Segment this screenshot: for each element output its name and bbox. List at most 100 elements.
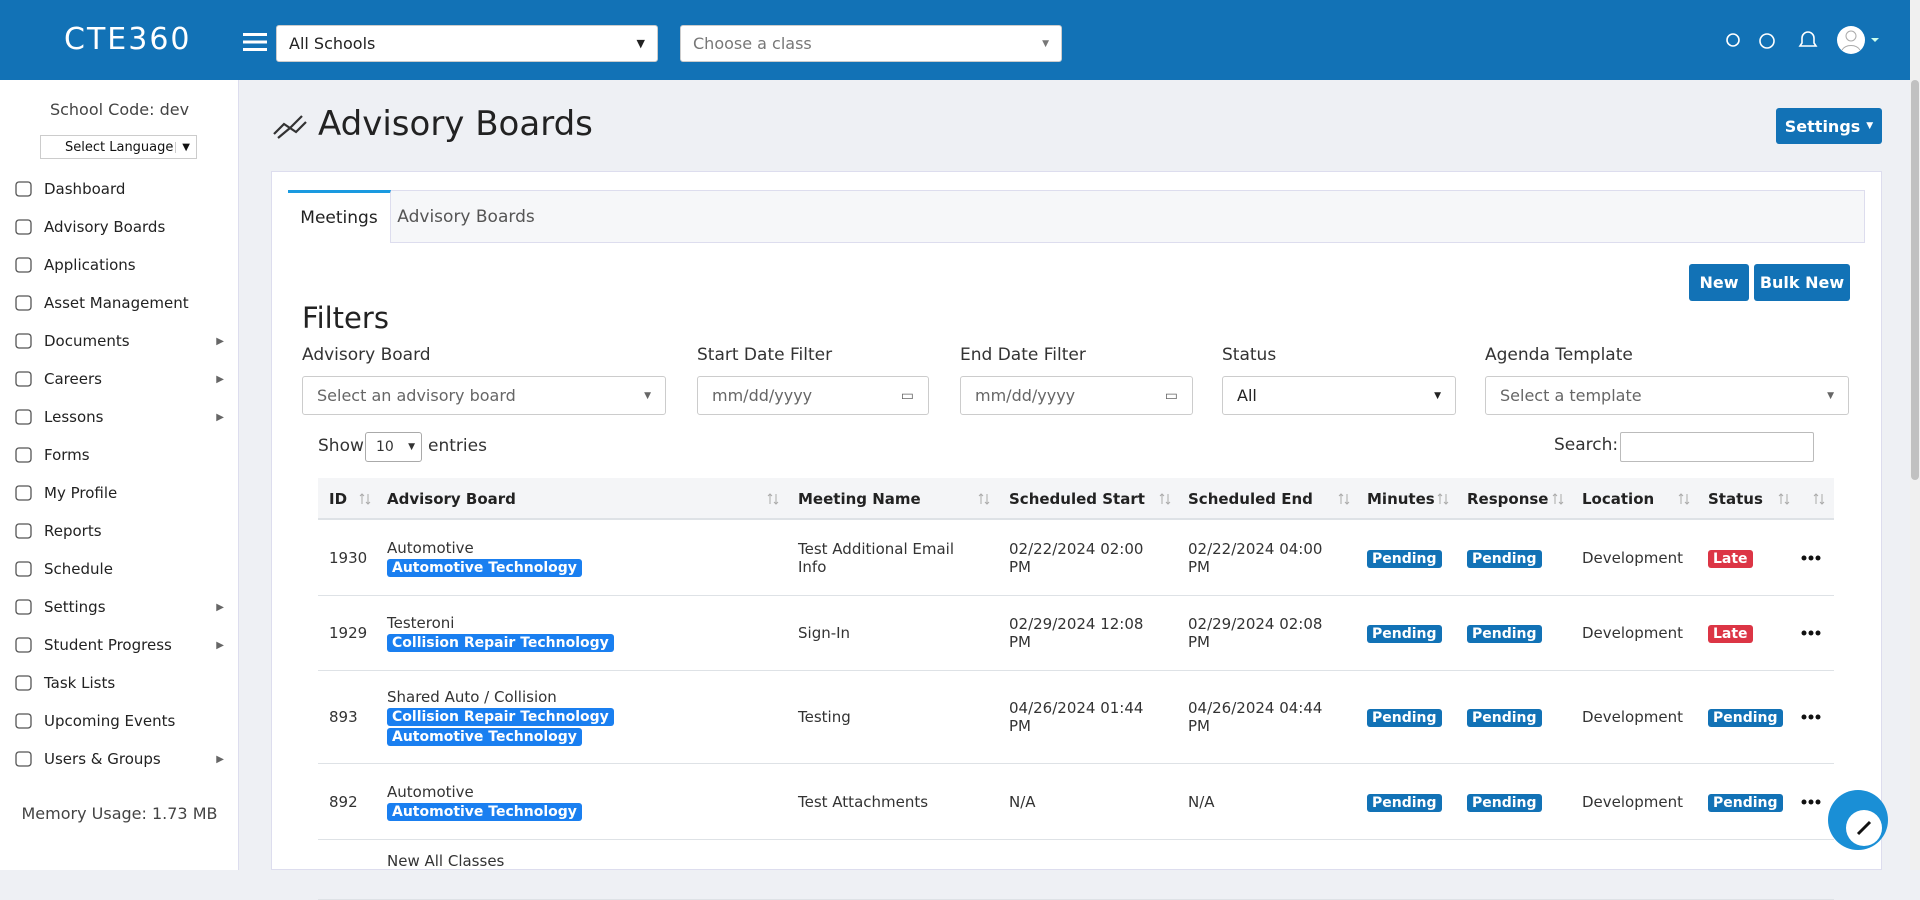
sort-icon [1338,493,1350,505]
nav-item[interactable]: Lessons ▶ [14,402,224,432]
dropdown-indicator: ▼ [1827,390,1834,401]
class-select[interactable]: Choose a class ▼ [680,25,1062,62]
table-cell: Pending [1367,520,1445,595]
nav-item[interactable]: Settings ▶ [14,592,224,622]
action-button[interactable]: New [1689,264,1749,301]
nav-item[interactable]: Advisory Boards [14,212,224,242]
search-input[interactable] [1620,432,1814,462]
tab[interactable]: Meetings [288,190,391,243]
nav-icon [15,599,32,615]
filter-label: End Date Filter [960,345,1086,365]
nav-item[interactable]: Schedule [14,554,224,584]
menu-toggle[interactable] [243,32,267,52]
column-header[interactable]: Meeting Name [798,478,998,520]
filter-input[interactable]: mm/dd/yyyy ▭ [697,376,929,415]
filter-label: Agenda Template [1485,345,1633,365]
nav-item[interactable]: Careers ▶ [14,364,224,394]
nav-item[interactable]: Student Progress ▶ [14,630,224,660]
table-cell: 1929 [329,596,367,670]
filter-placeholder: All [1237,386,1257,405]
nav-item[interactable]: Forms [14,440,224,470]
nav-item[interactable]: Reports [14,516,224,546]
action-button[interactable]: Bulk New [1754,264,1850,301]
scheduled-start: 02/22/2024 02:00 PM [1009,539,1144,576]
table-cell: Pending [1467,764,1560,839]
column-title: Scheduled End [1188,490,1313,508]
dropdown-indicator: ▭ [1164,387,1178,404]
submenu-arrow: ▶ [216,753,224,765]
table-cell: Pending [1708,764,1786,839]
column-header[interactable]: Minutes [1367,478,1457,520]
column-header[interactable]: ID [329,478,379,520]
language-select[interactable]: Select Language ▼ [40,135,197,159]
class-badge: Collision Repair Technology [387,708,614,726]
table-cell: Pending [1467,596,1560,670]
table-cell: Sign-In [798,596,958,670]
scheduled-start: N/A [1009,792,1036,811]
sort-icon [1813,493,1825,505]
settings-button[interactable]: Settings ▼ [1776,108,1882,144]
table-row: 892 Automotive Automotive Technology Test A… [318,764,1834,840]
column-title: Status [1708,490,1763,508]
column-header[interactable]: Location [1582,478,1698,520]
nav-item[interactable]: Users & Groups ▶ [14,744,224,774]
column-title: Meeting Name [798,490,921,508]
filter-placeholder: Select an advisory board [317,386,516,405]
table-cell: Development [1582,671,1686,763]
table-cell: N/A [1009,764,1159,839]
header-icons[interactable] [1722,30,1832,52]
status-badge: Pending [1708,709,1783,727]
class-select-placeholder: Choose a class [693,34,812,53]
nav-label: Users & Groups [44,750,161,768]
board-name: New All Classes [387,852,505,870]
table-row: 1930 Automotive Automotive Technology Test … [318,520,1834,596]
row-actions[interactable] [1801,764,1831,839]
nav-item[interactable]: Dashboard [14,174,224,204]
nav-item[interactable]: Asset Management [14,288,224,318]
school-select[interactable]: All Schools ▼ [276,25,658,62]
table-cell: Development [1582,764,1686,839]
column-header[interactable]: Scheduled Start [1009,478,1179,520]
chat-button[interactable] [1826,788,1890,852]
nav-item[interactable]: Task Lists [14,668,224,698]
table-cell: 892 [329,764,367,839]
filter-input[interactable]: All ▼ [1222,376,1456,415]
nav-icon [15,181,32,197]
column-title: Scheduled Start [1009,490,1145,508]
filter-label: Advisory Board [302,345,431,365]
logo[interactable]: CTE360 [64,22,192,57]
entries-label: entries [428,436,487,456]
scheduled-end: 02/22/2024 04:00 PM [1188,539,1323,576]
table-cell: New All Classes [387,840,775,899]
tab[interactable]: Advisory Boards [397,206,535,227]
column-header[interactable]: Response [1467,478,1572,520]
column-header[interactable]: Advisory Board [387,478,787,520]
table-cell: 02/29/2024 12:08 PM [1009,596,1159,670]
filter-input[interactable]: Select an advisory board ▼ [302,376,666,415]
filter-input[interactable]: Select a template ▼ [1485,376,1849,415]
table-cell: Shared Auto / Collision Collision Repair … [387,671,775,763]
response-badge: Pending [1467,625,1542,643]
scrollbar[interactable] [1910,0,1920,870]
meeting-name: Test Attachments [798,792,929,811]
nav-item[interactable]: Applications [14,250,224,280]
filter-label: Status [1222,345,1277,365]
scheduled-start: 04/26/2024 01:44 PM [1009,699,1144,735]
row-actions[interactable] [1801,596,1831,670]
table-cell: Late [1708,520,1786,595]
nav-item[interactable]: Upcoming Events [14,706,224,736]
meeting-id: 1929 [329,624,368,642]
nav-icon [15,333,32,349]
column-header[interactable]: Status [1708,478,1798,520]
row-actions[interactable] [1801,671,1831,763]
filter-input[interactable]: mm/dd/yyyy ▭ [960,376,1193,415]
nav-item[interactable]: Documents ▶ [14,326,224,356]
table-cell: Testeroni Collision Repair Technology [387,596,775,670]
user-avatar[interactable] [1836,25,1880,55]
meeting-name: Testing [798,708,851,726]
entries-select[interactable]: 10 ▼ [365,432,422,462]
row-actions[interactable] [1801,520,1831,595]
column-header[interactable]: Scheduled End [1188,478,1358,520]
nav-item[interactable]: My Profile [14,478,224,508]
table-row: New All Classes [318,840,1834,900]
